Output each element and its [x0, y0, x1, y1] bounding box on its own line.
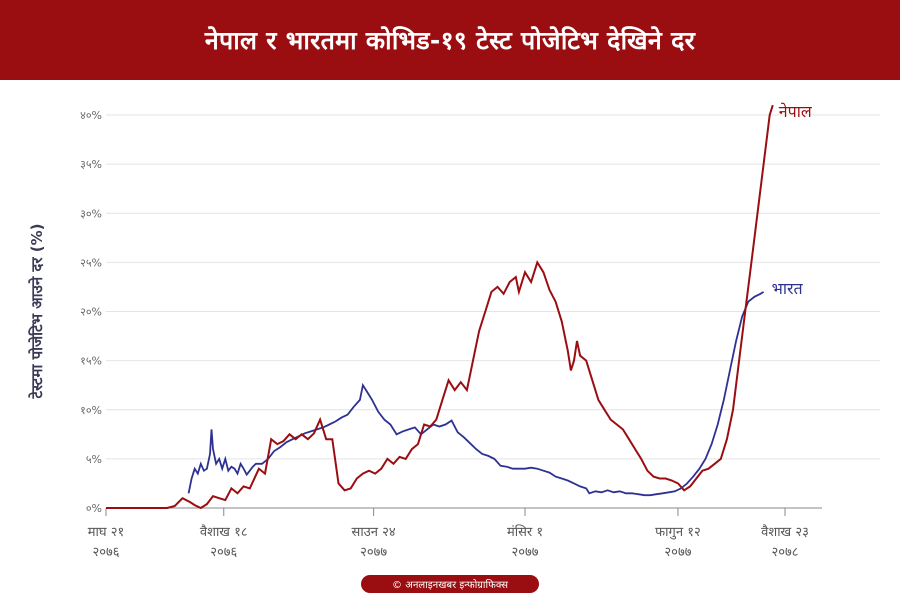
credit-badge: © अनलाइनखबर इन्फोग्राफिक्स [361, 575, 539, 593]
y-tick-label: २०% [80, 306, 102, 319]
series-line-india [187, 291, 765, 497]
y-tick-label: ३०% [80, 207, 102, 220]
x-tick-year: २०७८ [771, 545, 798, 560]
x-axis-ticks: माघ २१ २०७६ वैशाख १८ २०७६ साउन २४ २०७७ मंसिर १… [88, 508, 809, 560]
x-tick-year: २०७७ [360, 545, 387, 560]
x-tick-year: २०७७ [664, 545, 691, 560]
y-tick-label: १५% [80, 355, 102, 368]
grid-lines [106, 114, 880, 460]
x-tick-label: साउन २४ [352, 525, 396, 540]
page-title: नेपाल र भारतमा कोभिड-१९ टेस्ट पोजेटिभ दे… [204, 26, 696, 55]
title-banner: नेपाल र भारतमा कोभिड-१९ टेस्ट पोजेटिभ दे… [0, 0, 900, 80]
credit-text: © अनलाइनखबर इन्फोग्राफिक्स [392, 580, 508, 591]
series-label-india: भारत [772, 279, 804, 298]
x-tick-label: फागुन १२ [655, 525, 701, 540]
series-label-nepal: नेपाल [779, 102, 813, 121]
y-tick-label: २५% [80, 256, 102, 269]
y-tick-label: १०% [80, 404, 102, 417]
x-tick-year: २०७६ [210, 545, 237, 560]
x-tick-label: मंसिर १ [507, 524, 543, 540]
y-tick-label: ०% [86, 502, 102, 515]
y-axis-label: टेस्टमा पोजेटिभ आउने दर (%) [28, 224, 46, 400]
y-tick-label: ३५% [80, 158, 102, 171]
x-tick-label: माघ २१ [88, 525, 124, 540]
y-tick-label: ४०% [80, 109, 102, 122]
y-tick-label: ५% [86, 453, 102, 466]
x-tick-label: वैशाख १८ [200, 524, 248, 540]
x-tick-label: वैशाख २३ [761, 524, 809, 540]
x-tick-year: २०७६ [92, 545, 119, 560]
x-tick-year: २०७७ [511, 545, 538, 560]
series-line-nepal [106, 104, 774, 510]
y-axis-ticks: ०% ५% १०% १५% २०% २५% ३०% ३५% ४०% [80, 109, 102, 515]
